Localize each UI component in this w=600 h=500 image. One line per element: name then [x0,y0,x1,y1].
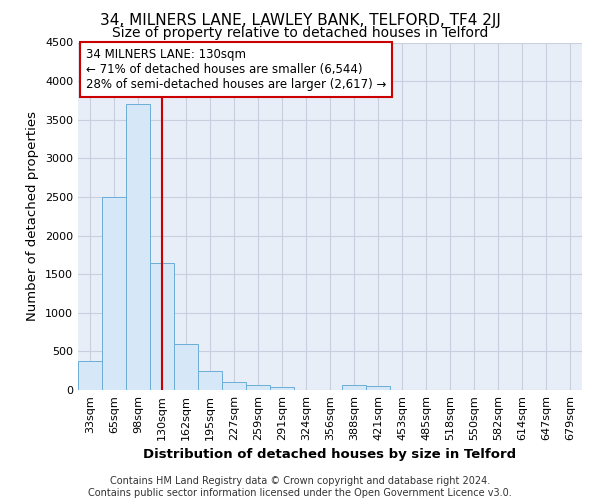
Text: Contains HM Land Registry data © Crown copyright and database right 2024.
Contai: Contains HM Land Registry data © Crown c… [88,476,512,498]
Bar [150,264,174,390]
X-axis label: Distribution of detached houses by size in Telford: Distribution of detached houses by size … [143,448,517,462]
Bar [270,387,294,390]
Y-axis label: Number of detached properties: Number of detached properties [26,112,40,322]
Bar [366,386,390,390]
Bar [174,344,198,390]
Bar [222,382,246,390]
Text: 34, MILNERS LANE, LAWLEY BANK, TELFORD, TF4 2JJ: 34, MILNERS LANE, LAWLEY BANK, TELFORD, … [100,12,500,28]
Text: Size of property relative to detached houses in Telford: Size of property relative to detached ho… [112,26,488,40]
Bar [342,386,366,390]
Bar [102,197,126,390]
Bar [126,104,150,390]
Bar [246,386,270,390]
Text: 34 MILNERS LANE: 130sqm
← 71% of detached houses are smaller (6,544)
28% of semi: 34 MILNERS LANE: 130sqm ← 71% of detache… [86,48,386,90]
Bar [78,361,102,390]
Bar [198,372,222,390]
